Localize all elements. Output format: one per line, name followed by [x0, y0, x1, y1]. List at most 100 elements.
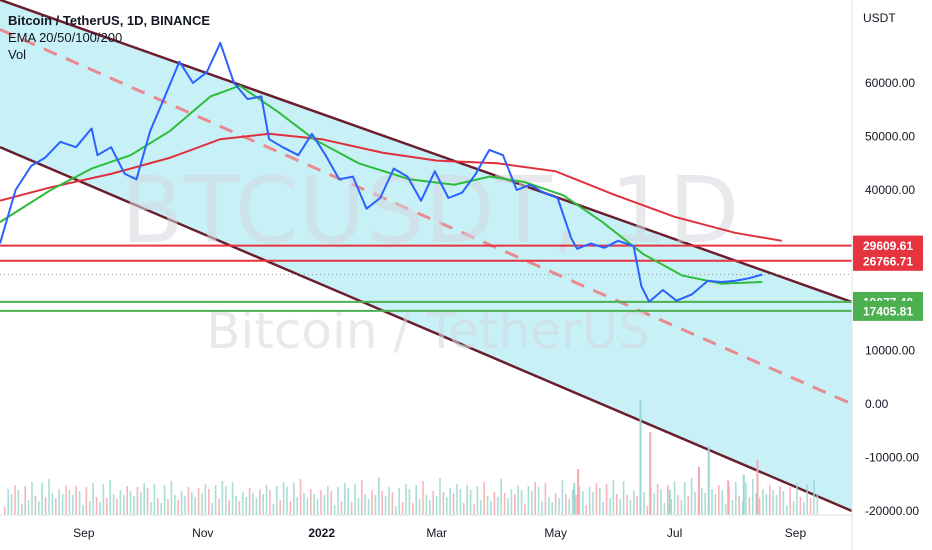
volume-bar	[126, 486, 128, 515]
x-tick-label: Jul	[667, 526, 682, 540]
volume-bar	[44, 497, 47, 515]
volume-bar	[585, 505, 587, 515]
volume-bar	[429, 500, 431, 515]
volume-bar-peak	[697, 466, 700, 515]
volume-bar	[408, 489, 411, 515]
volume-bar	[38, 501, 40, 515]
volume-bar	[422, 481, 424, 515]
volume-bar	[704, 493, 706, 515]
volume-bar	[214, 485, 217, 515]
volume-bar	[340, 501, 343, 515]
volume-bar	[72, 495, 74, 515]
volume-bar	[55, 498, 57, 515]
volume-bar	[194, 497, 196, 515]
volume-bar	[347, 488, 349, 515]
symbol-title: Bitcoin / TetherUS, 1D, BINANCE	[8, 13, 211, 28]
volume-bar	[517, 485, 519, 515]
volume-bar	[265, 485, 268, 515]
volume-bar	[813, 480, 815, 515]
volume-bar	[541, 501, 543, 515]
volume-bar	[235, 496, 237, 515]
volume-bar	[405, 484, 407, 515]
volume-bar	[89, 501, 91, 515]
volume-bar	[633, 491, 635, 515]
volume-bar	[102, 484, 105, 515]
volume-bar	[789, 487, 791, 515]
volume-bar	[231, 482, 234, 515]
volume-bar	[568, 499, 570, 515]
volume-bar	[507, 498, 509, 515]
volume-bar	[520, 490, 523, 515]
volume-bar	[187, 487, 190, 515]
volume-bar	[551, 502, 553, 515]
volume-bar	[367, 499, 370, 515]
volume-bar	[75, 486, 77, 515]
volume-bar	[78, 491, 81, 515]
volume-bar-peak	[649, 432, 652, 515]
volume-bar	[316, 499, 319, 515]
volume-bar	[221, 481, 224, 515]
volume-bar	[191, 492, 193, 515]
volume-bar	[592, 492, 594, 515]
volume-bar	[524, 504, 526, 515]
volume-bar	[296, 497, 298, 515]
volume-bar	[242, 492, 244, 515]
volume-bar	[582, 491, 584, 515]
volume-bar	[745, 483, 747, 515]
indicator-label: EMA 20/50/100/200	[8, 30, 123, 45]
volume-bar	[129, 491, 132, 515]
volume-bar-peak	[742, 474, 745, 515]
volume-bar	[272, 504, 275, 515]
volume-bar	[143, 483, 145, 515]
volume-bar	[724, 504, 727, 515]
volume-bar	[497, 497, 499, 515]
volume-bar	[786, 505, 788, 515]
volume-bar	[160, 503, 162, 515]
volume-bar	[184, 496, 186, 515]
volume-bar	[442, 492, 445, 515]
volume-bar	[446, 497, 448, 515]
volume-bar	[469, 490, 472, 515]
volume-bar	[31, 482, 33, 515]
volume-bar	[238, 501, 241, 515]
volume-bar	[289, 501, 292, 515]
price-tag-resistance	[853, 250, 923, 271]
y-tick-label: 50000.00	[865, 130, 915, 144]
volume-bar	[306, 498, 309, 515]
volume-bar	[680, 500, 683, 515]
volume-bar	[816, 494, 819, 515]
volume-bar	[374, 495, 377, 515]
volume-bar	[646, 506, 649, 515]
volume-bar	[803, 502, 805, 515]
volume-bar	[262, 494, 264, 515]
volume-bar	[112, 494, 115, 515]
volume-bar	[140, 492, 142, 515]
volume-bar	[554, 493, 557, 515]
volume-bar-peak	[577, 469, 580, 515]
volume-bar	[350, 502, 353, 515]
volume-bar	[718, 485, 720, 515]
volume-bar	[123, 495, 125, 515]
volume-bar	[361, 480, 363, 515]
volume-bar	[27, 500, 30, 515]
volume-bar	[636, 496, 638, 515]
chart-legend: Bitcoin / TetherUS, 1D, BINANCE EMA 20/5…	[8, 12, 210, 63]
volume-bar	[490, 501, 492, 515]
volume-bar	[752, 479, 754, 515]
price-tag-resistance	[853, 235, 923, 256]
volume-bar	[667, 485, 669, 515]
volume-bar	[483, 482, 485, 515]
volume-bar	[259, 489, 261, 515]
volume-bar	[303, 493, 305, 515]
volume-bar	[92, 483, 94, 515]
volume-bar	[293, 483, 295, 515]
volume-bar	[286, 487, 288, 515]
volume-bar	[384, 496, 387, 515]
volume-bar	[510, 489, 513, 515]
volume-bar	[106, 498, 108, 515]
volume-bar	[330, 491, 332, 515]
volume-bar	[99, 502, 101, 515]
